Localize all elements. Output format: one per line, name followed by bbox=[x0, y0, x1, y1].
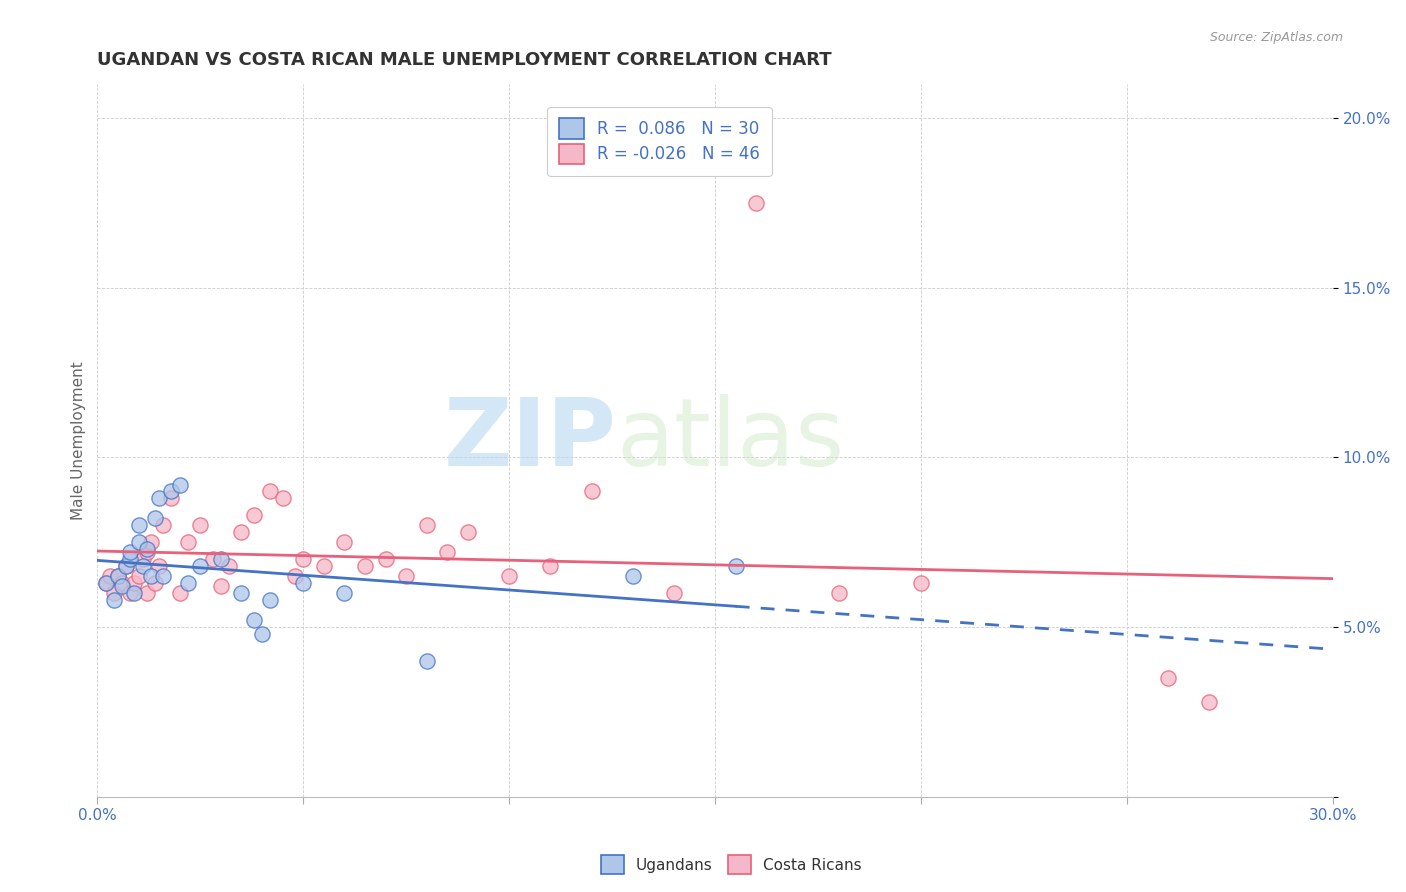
Point bbox=[94, 575, 117, 590]
Point bbox=[201, 552, 224, 566]
Point bbox=[621, 569, 644, 583]
Point bbox=[139, 535, 162, 549]
Point bbox=[143, 575, 166, 590]
Point bbox=[94, 575, 117, 590]
Point bbox=[103, 586, 125, 600]
Point bbox=[160, 484, 183, 499]
Point bbox=[115, 558, 138, 573]
Point bbox=[188, 518, 211, 533]
Point bbox=[143, 511, 166, 525]
Point bbox=[218, 558, 240, 573]
Point bbox=[581, 484, 603, 499]
Point bbox=[148, 491, 170, 505]
Point bbox=[724, 558, 747, 573]
Point bbox=[124, 575, 146, 590]
Point bbox=[152, 518, 174, 533]
Point bbox=[828, 586, 851, 600]
Point bbox=[107, 569, 129, 583]
Point bbox=[169, 586, 191, 600]
Point bbox=[111, 575, 134, 590]
Point bbox=[128, 569, 150, 583]
Point bbox=[103, 593, 125, 607]
Point bbox=[120, 586, 142, 600]
Point bbox=[292, 575, 315, 590]
Point bbox=[271, 491, 294, 505]
Point bbox=[231, 524, 253, 539]
Point bbox=[135, 586, 157, 600]
Point bbox=[124, 586, 146, 600]
Point bbox=[416, 518, 439, 533]
Point bbox=[498, 569, 520, 583]
Point bbox=[177, 535, 200, 549]
Point bbox=[231, 586, 253, 600]
Legend: R =  0.086   N = 30, R = -0.026   N = 46: R = 0.086 N = 30, R = -0.026 N = 46 bbox=[547, 107, 772, 176]
Point bbox=[259, 484, 281, 499]
Legend: Ugandans, Costa Ricans: Ugandans, Costa Ricans bbox=[595, 849, 868, 880]
Point bbox=[910, 575, 932, 590]
Point bbox=[284, 569, 307, 583]
Point bbox=[128, 535, 150, 549]
Point bbox=[333, 535, 356, 549]
Point bbox=[243, 508, 266, 522]
Point bbox=[111, 579, 134, 593]
Point bbox=[292, 552, 315, 566]
Point bbox=[333, 586, 356, 600]
Point bbox=[1157, 671, 1180, 685]
Point bbox=[209, 552, 232, 566]
Point bbox=[745, 195, 768, 210]
Point bbox=[128, 518, 150, 533]
Text: Source: ZipAtlas.com: Source: ZipAtlas.com bbox=[1209, 31, 1343, 45]
Y-axis label: Male Unemployment: Male Unemployment bbox=[72, 361, 86, 520]
Point bbox=[107, 569, 129, 583]
Point bbox=[354, 558, 377, 573]
Point bbox=[312, 558, 335, 573]
Point bbox=[374, 552, 396, 566]
Point bbox=[1198, 695, 1220, 709]
Point bbox=[395, 569, 418, 583]
Point bbox=[662, 586, 685, 600]
Point bbox=[436, 545, 458, 559]
Point bbox=[538, 558, 561, 573]
Point bbox=[169, 477, 191, 491]
Point bbox=[457, 524, 479, 539]
Point bbox=[98, 569, 121, 583]
Point bbox=[131, 558, 153, 573]
Point bbox=[259, 593, 281, 607]
Point bbox=[131, 552, 153, 566]
Point bbox=[115, 558, 138, 573]
Point bbox=[177, 575, 200, 590]
Point bbox=[188, 558, 211, 573]
Point bbox=[139, 569, 162, 583]
Text: ZIP: ZIP bbox=[443, 394, 616, 486]
Point bbox=[135, 541, 157, 556]
Point bbox=[416, 654, 439, 668]
Point bbox=[120, 552, 142, 566]
Point bbox=[160, 491, 183, 505]
Point bbox=[148, 558, 170, 573]
Point bbox=[135, 545, 157, 559]
Point bbox=[120, 545, 142, 559]
Point bbox=[243, 613, 266, 627]
Point bbox=[152, 569, 174, 583]
Point bbox=[209, 579, 232, 593]
Text: UGANDAN VS COSTA RICAN MALE UNEMPLOYMENT CORRELATION CHART: UGANDAN VS COSTA RICAN MALE UNEMPLOYMENT… bbox=[97, 51, 832, 69]
Text: atlas: atlas bbox=[616, 394, 845, 486]
Point bbox=[250, 627, 273, 641]
